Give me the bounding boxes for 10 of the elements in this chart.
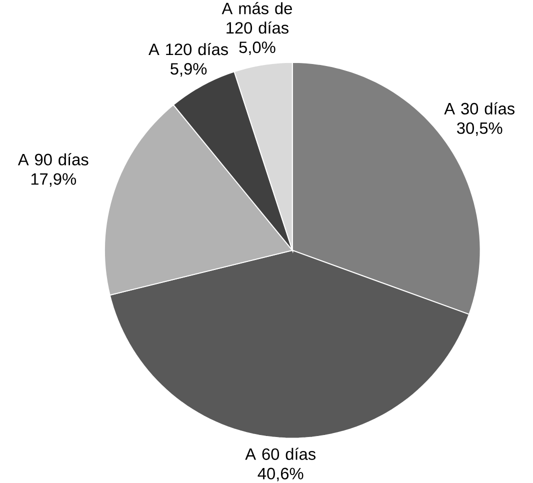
data-label: 30,5%: [457, 122, 502, 136]
slice-label: A más de 120 días: [222, 2, 292, 34]
slice-label: A 120 días: [148, 42, 228, 56]
data-label: 5,9%: [170, 62, 207, 76]
slice-label: A 60 días: [245, 448, 316, 460]
data-label: 5,0%: [239, 41, 276, 55]
data-label: 40,6%: [258, 468, 304, 482]
slice-label: A 30 días: [444, 102, 514, 114]
data-label: 17,9%: [31, 173, 76, 187]
slice-label: A 90 días: [18, 153, 88, 166]
